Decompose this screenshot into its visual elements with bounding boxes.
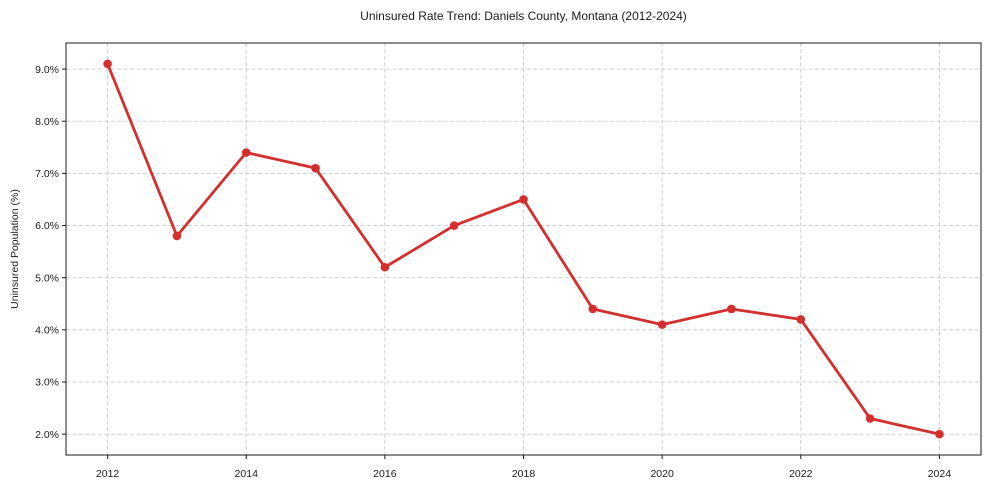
x-tick-label: 2014 [235,468,259,480]
y-tick-label: 8.0% [35,116,59,128]
x-tick-label: 2020 [650,468,674,480]
data-point-marker [380,262,390,272]
chart-title: Uninsured Rate Trend: Daniels County, Mo… [360,9,687,23]
x-tick-label: 2012 [96,468,120,480]
data-point-marker [519,195,528,204]
y-tick-label: 7.0% [35,168,59,180]
data-point-marker [311,163,320,173]
plot-frame [65,42,982,456]
data-point-marker [172,231,182,241]
x-tick-label: 2022 [789,468,813,480]
y-tick-label: 6.0% [35,220,59,232]
y-tick-label: 4.0% [35,325,59,337]
data-point-marker [449,221,459,230]
data-point-marker [657,320,667,329]
data-point-marker [241,148,251,157]
data-point-marker [935,429,944,439]
y-tick-label: 2.0% [35,429,59,441]
data-point-marker [865,414,875,423]
data-point-marker [588,304,598,314]
data-point-marker [727,304,736,314]
y-tick-label: 5.0% [35,272,59,284]
x-tick-label: 2018 [512,468,536,480]
data-point-marker [796,315,806,324]
y-tick-label: 3.0% [35,377,59,389]
y-tick-label: 9.0% [35,64,59,76]
x-tick-label: 2024 [928,468,952,480]
x-tick-label: 2016 [373,468,397,480]
data-point-marker [103,59,112,69]
